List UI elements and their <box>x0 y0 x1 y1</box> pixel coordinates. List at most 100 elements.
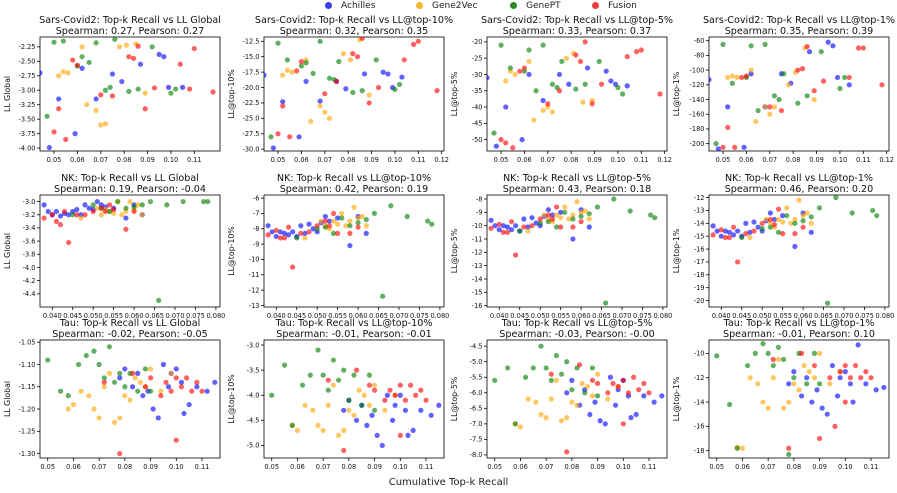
y-tick-label: -14 <box>472 275 483 283</box>
point-genept <box>558 371 565 377</box>
point-genept <box>553 224 560 230</box>
x-tick-label: 0.070 <box>835 312 854 320</box>
point-achilles <box>726 229 733 235</box>
point-genept <box>804 381 810 387</box>
point-gene2vec <box>827 381 833 387</box>
point-achilles <box>135 370 141 376</box>
subplot-title: Sars-Covid2: Top-k Recall vs LL@top-5% <box>481 15 673 26</box>
point-gene2vec <box>775 356 782 363</box>
y-tick-label: -1.10 <box>18 361 35 369</box>
point-genept <box>75 361 82 368</box>
legend-label-fusion: Fusion <box>608 1 637 11</box>
subplot-subtitle: Spearman: 0.42, Pearson: 0.19 <box>280 184 429 195</box>
point-gene2vec <box>78 388 84 394</box>
point-gene2vec <box>310 407 316 413</box>
x-tick-label: 0.10 <box>838 463 853 471</box>
point-genept <box>51 39 57 45</box>
point-genept <box>373 57 379 63</box>
point-fusion <box>392 392 398 398</box>
point-genept <box>522 374 529 380</box>
point-gene2vec <box>96 415 102 421</box>
y-axis-label: LL Global <box>3 233 12 269</box>
point-genept <box>870 207 876 214</box>
points <box>40 37 216 151</box>
point-genept <box>83 352 89 359</box>
y-tick-label: -160 <box>690 111 705 119</box>
point-gene2vec <box>767 220 773 226</box>
point-achilles <box>612 402 619 408</box>
point-achilles <box>341 407 347 413</box>
point-gene2vec <box>94 205 100 211</box>
point-fusion <box>589 377 596 383</box>
point-achilles <box>129 384 136 390</box>
points <box>710 195 880 306</box>
point-genept <box>491 130 497 136</box>
y-axis-label: LL Global <box>3 381 12 417</box>
x-tick-label: 0.045 <box>63 312 82 320</box>
subplot-subtitle: Spearman: 0.33, Pearson: 0.37 <box>503 26 652 37</box>
point-fusion <box>720 144 726 150</box>
point-genept <box>762 41 768 47</box>
point-achilles <box>519 137 525 143</box>
point-achilles <box>46 144 52 151</box>
point-fusion <box>811 362 818 369</box>
x-tick-label: 0.065 <box>592 312 611 320</box>
x-tick-label: 0.10 <box>611 156 626 164</box>
point-fusion <box>53 218 59 224</box>
point-genept <box>117 370 123 376</box>
point-genept <box>298 63 305 69</box>
point-fusion <box>325 377 331 383</box>
point-fusion <box>147 375 154 381</box>
point-fusion <box>792 231 798 237</box>
point-gene2vec <box>284 67 290 73</box>
point-achilles <box>824 411 830 417</box>
point-fusion <box>775 206 782 212</box>
point-genept <box>784 212 790 219</box>
point-gene2vec <box>804 210 810 216</box>
x-tick-label: 0.060 <box>125 312 144 320</box>
point-fusion <box>194 379 200 385</box>
x-tick-label: 0.040 <box>43 312 62 320</box>
point-genept <box>780 356 787 363</box>
point-gene2vec <box>111 419 118 425</box>
point-achilles <box>380 69 386 75</box>
point-genept <box>142 366 149 372</box>
point-fusion <box>382 397 388 403</box>
point-gene2vec <box>579 380 585 387</box>
point-gene2vec <box>86 393 92 399</box>
point-fusion <box>739 74 745 81</box>
points <box>265 203 435 299</box>
point-achilles <box>265 223 271 229</box>
point-achilles <box>863 381 869 387</box>
point-achilles <box>834 393 841 399</box>
point-gene2vec <box>91 406 97 412</box>
point-achilles <box>79 65 85 71</box>
point-gene2vec <box>800 212 806 219</box>
y-tick-label: -6 <box>253 194 260 202</box>
subplot-title: NK: Top-k Recall vs LL Global <box>61 173 199 184</box>
point-achilles <box>343 86 349 92</box>
x-tick-label: 0.070 <box>166 312 185 320</box>
point-fusion <box>722 234 728 241</box>
point-genept <box>776 96 782 103</box>
point-genept <box>833 195 839 201</box>
x-tick-label: 0.11 <box>642 463 657 471</box>
point-fusion <box>434 88 440 94</box>
y-tick-label: -12 <box>694 374 705 382</box>
point-achilles <box>628 415 634 421</box>
x-tick-label: 0.045 <box>287 312 306 320</box>
x-tick-label: 0.10 <box>169 463 184 471</box>
point-fusion <box>504 229 511 235</box>
subplot-title: Tau: Top-k Recall vs LL@top-5% <box>501 318 653 329</box>
y-tick-label: -8.0 <box>470 451 483 459</box>
point-fusion <box>548 371 554 377</box>
x-tick-label: 0.065 <box>814 312 833 320</box>
y-tick-label: -30.0 <box>242 145 259 153</box>
point-genept <box>322 224 328 230</box>
point-genept <box>330 357 337 363</box>
point-genept <box>205 198 211 205</box>
point-fusion <box>858 375 864 381</box>
point-gene2vec <box>347 57 354 63</box>
y-tick-label: -25.0 <box>242 115 259 123</box>
point-fusion <box>786 445 792 451</box>
